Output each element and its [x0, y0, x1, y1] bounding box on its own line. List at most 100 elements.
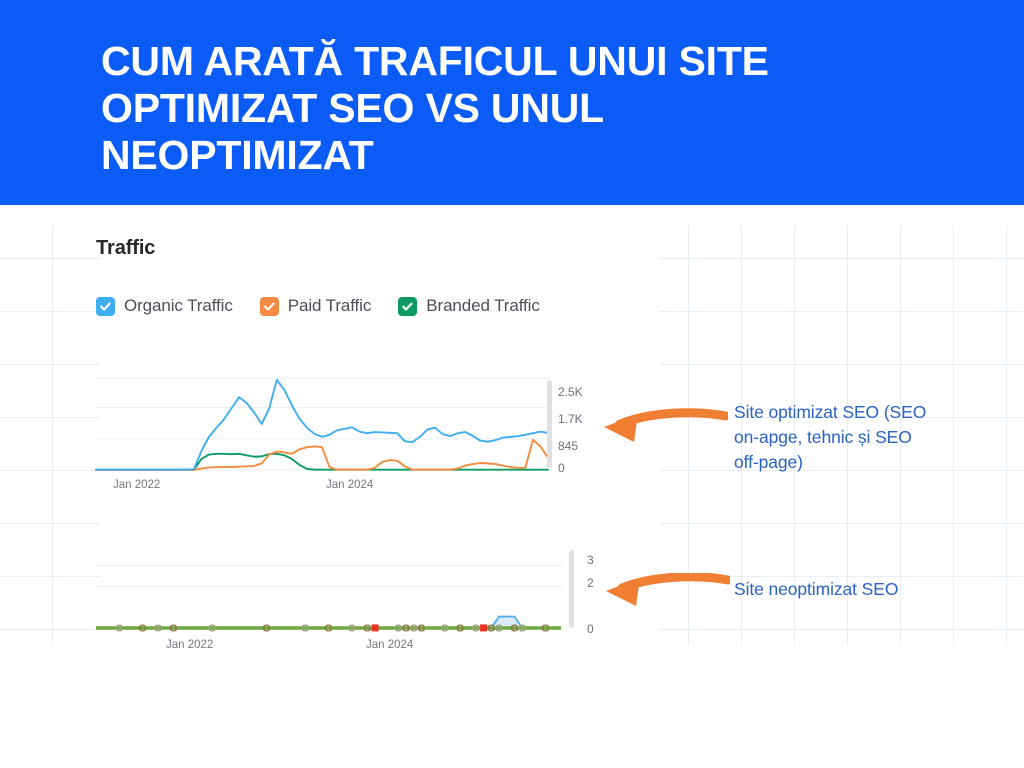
- background-mask-lower: [0, 645, 1024, 768]
- traffic-panel-heading: Traffic: [96, 237, 156, 259]
- svg-text:G: G: [518, 623, 526, 635]
- alert-marker-icon[interactable]: [371, 624, 379, 632]
- svg-text:G: G: [402, 623, 410, 635]
- svg-text:G: G: [495, 623, 503, 635]
- slide-header-banner: CUM ARATĂ TRAFICUL UNUI SITE OPTIMIZAT S…: [0, 0, 1024, 205]
- google-update-marker-icon[interactable]: GG: [541, 623, 549, 635]
- google-update-marker-icon[interactable]: GG: [301, 623, 309, 635]
- chart-not-optimized-scrollbar[interactable]: [569, 550, 574, 628]
- google-update-marker-icon[interactable]: GG: [262, 623, 270, 635]
- svg-text:G: G: [348, 623, 356, 635]
- checkbox-checked-icon-paid[interactable]: [259, 296, 279, 316]
- google-update-marker-icon[interactable]: GG: [441, 623, 449, 635]
- svg-text:G: G: [402, 623, 410, 635]
- legend-item-branded-traffic[interactable]: Branded Traffic: [398, 296, 540, 316]
- svg-text:G: G: [138, 623, 146, 635]
- google-update-marker-icon[interactable]: GG: [154, 623, 162, 635]
- google-update-marker-icon[interactable]: GG: [169, 623, 177, 635]
- checkbox-checked-icon-organic[interactable]: [96, 296, 115, 316]
- y-tick-label: 3: [587, 553, 594, 567]
- google-update-marker-icon[interactable]: GG: [510, 623, 518, 635]
- google-update-marker-icon[interactable]: GG: [518, 623, 526, 635]
- alert-marker-icon[interactable]: [480, 624, 488, 632]
- google-update-marker-icon[interactable]: GG: [138, 623, 146, 635]
- svg-text:G: G: [410, 623, 418, 635]
- x-tick-label: Jan 2022: [166, 639, 214, 651]
- svg-text:G: G: [115, 623, 123, 635]
- svg-text:G: G: [262, 623, 270, 635]
- y-tick-label: 845: [558, 439, 579, 453]
- svg-text:G: G: [487, 623, 495, 635]
- svg-text:G: G: [262, 623, 270, 635]
- google-update-marker-icon[interactable]: GG: [348, 623, 356, 635]
- series-line-branded-traffic: [95, 452, 549, 471]
- series-line-organic-traffic: [95, 378, 549, 471]
- series-line-paid-traffic: [95, 438, 549, 471]
- svg-text:G: G: [138, 623, 146, 635]
- google-update-marker-icon[interactable]: GG: [115, 623, 123, 635]
- svg-text:G: G: [472, 623, 480, 635]
- google-update-marker-icon[interactable]: GG: [410, 623, 418, 635]
- google-update-marker-icon[interactable]: GG: [472, 623, 480, 635]
- legend-item-paid-traffic[interactable]: Paid Traffic: [259, 296, 372, 316]
- y-tick-label: 0: [587, 622, 594, 636]
- svg-text:G: G: [208, 623, 216, 635]
- google-update-marker-icon[interactable]: GG: [208, 623, 216, 635]
- google-update-marker-icon[interactable]: GG: [402, 623, 410, 635]
- arrow-icon-not-optimized: [606, 573, 730, 606]
- legend-label-branded-traffic: Branded Traffic: [426, 296, 540, 315]
- chart-not-optimized-plot-area[interactable]: GG GG GG GG GG GG GG GG GG GG GG GG GG GG GG GG GG GG GG GG…: [96, 548, 571, 635]
- svg-text:G: G: [541, 623, 549, 635]
- background-mask-upper: [100, 205, 660, 645]
- x-tick-label: Jan 2024: [366, 639, 414, 651]
- arrow-icon-optimized: [604, 408, 728, 442]
- svg-text:G: G: [324, 623, 332, 635]
- svg-text:G: G: [518, 623, 526, 635]
- page-title: CUM ARATĂ TRAFICUL UNUI SITE OPTIMIZAT S…: [101, 38, 769, 178]
- svg-text:G: G: [456, 623, 464, 635]
- svg-text:G: G: [363, 623, 371, 635]
- chart-optimized-plot-area[interactable]: [95, 377, 556, 471]
- svg-text:G: G: [301, 623, 309, 635]
- checkbox-checked-icon-branded[interactable]: [398, 296, 418, 316]
- google-update-marker-icon[interactable]: GG: [394, 623, 402, 635]
- svg-text:G: G: [301, 623, 309, 635]
- x-tick-label: Jan 2022: [113, 479, 161, 491]
- svg-text:G: G: [208, 623, 216, 635]
- google-update-marker-icon[interactable]: GG: [487, 623, 495, 635]
- google-update-marker-icon[interactable]: GG: [363, 623, 371, 635]
- background-mask-top: [0, 205, 1024, 225]
- y-tick-label: 0: [558, 461, 565, 475]
- svg-text:G: G: [324, 623, 332, 635]
- svg-text:G: G: [417, 623, 425, 635]
- svg-text:G: G: [348, 623, 356, 635]
- legend-label-paid-traffic: Paid Traffic: [287, 296, 372, 315]
- y-tick-label: 2: [587, 576, 594, 590]
- google-update-marker-icon[interactable]: GG: [495, 623, 503, 635]
- google-update-marker-icon[interactable]: GG: [324, 623, 332, 635]
- svg-text:G: G: [441, 623, 449, 635]
- svg-text:G: G: [154, 623, 162, 635]
- svg-text:G: G: [410, 623, 418, 635]
- legend-item-organic-traffic[interactable]: Organic Traffic: [96, 296, 233, 316]
- svg-text:G: G: [363, 623, 371, 635]
- annotation-text-not-optimized: Site neoptimizat SEO: [734, 579, 899, 599]
- y-tick-label: 1.7K: [558, 412, 583, 426]
- y-tick-label: 2.5K: [558, 385, 583, 399]
- svg-text:G: G: [541, 623, 549, 635]
- svg-text:G: G: [495, 623, 503, 635]
- legend-label-organic-traffic: Organic Traffic: [124, 296, 233, 315]
- svg-text:G: G: [472, 623, 480, 635]
- svg-text:G: G: [115, 623, 123, 635]
- svg-text:G: G: [394, 623, 402, 635]
- chart-optimized-scrollbar[interactable]: [547, 380, 552, 468]
- annotation-text-optimized: Site optimizat SEO (SEO on-apge, tehnic …: [734, 402, 927, 472]
- svg-text:G: G: [417, 623, 425, 635]
- google-update-marker-icon[interactable]: GG: [456, 623, 464, 635]
- google-update-marker-icon[interactable]: GG: [417, 623, 425, 635]
- svg-text:G: G: [154, 623, 162, 635]
- svg-text:G: G: [394, 623, 402, 635]
- chart-optimized-site[interactable]: 2.5K 1.7K 845 0 Jan 2022 Jan 2024: [95, 377, 583, 491]
